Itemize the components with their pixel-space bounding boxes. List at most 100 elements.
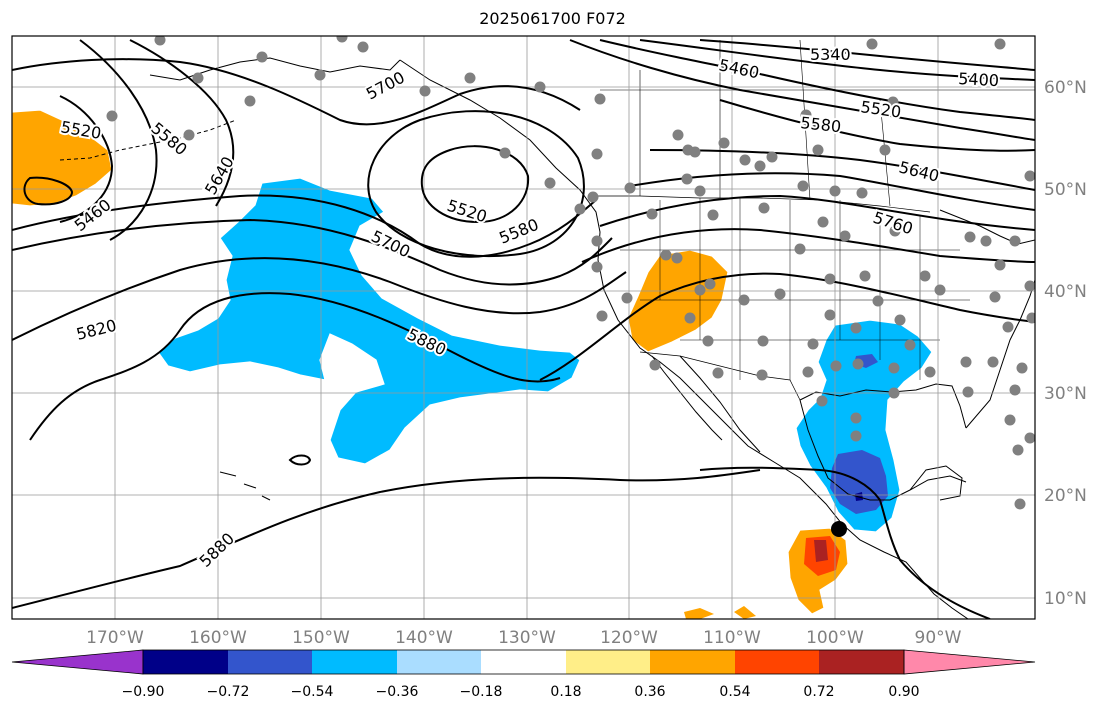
colorbar-segment [143, 650, 228, 674]
station-marker [1026, 312, 1035, 324]
station-marker [888, 387, 900, 399]
lon-label: 130°W [498, 628, 556, 648]
colorbar-segment [312, 650, 397, 674]
station-marker [591, 148, 603, 160]
us-states [620, 198, 970, 380]
orange-anomaly-south-edge-2 [734, 606, 756, 619]
contour-5700-main [12, 194, 597, 258]
us-east-coast [965, 279, 1035, 429]
station-marker [802, 366, 814, 378]
station-marker [738, 294, 750, 306]
contour-5460-west [23, 176, 74, 206]
contour-5520-north [569, 39, 1035, 141]
station-marker [256, 51, 268, 63]
colorbar-extend-low [11, 649, 144, 675]
station-marker [594, 93, 606, 105]
contour-5640-west [129, 39, 235, 207]
station-marker [702, 335, 714, 347]
colorbar-segment [650, 650, 735, 674]
station-marker [587, 191, 599, 203]
contour-5820-east [581, 228, 1035, 263]
station-marker [718, 137, 730, 149]
map-panel: 5340 5400 5460 5520 5580 5640 5760 5520 … [12, 36, 1035, 619]
colorbar-tick-label: 0.54 [719, 684, 750, 700]
station-marker [106, 110, 118, 122]
station-marker [1024, 280, 1035, 292]
orange-anomaly-south-edge-1 [684, 608, 714, 619]
station-marker [704, 278, 716, 290]
graticule [12, 36, 1035, 619]
colorbar-frame [142, 649, 905, 675]
colorbar-segment [481, 650, 566, 674]
contour-5700-west [12, 58, 581, 126]
station-marker [800, 109, 812, 121]
station-marker [357, 41, 369, 53]
contour-5460 [599, 39, 1035, 121]
stations [106, 36, 1035, 510]
mexico-east-coast [799, 399, 967, 501]
colorbar-tick-label: 0.36 [634, 684, 665, 700]
lat-label: 60°N [1044, 78, 1087, 98]
orange-anomaly-dateline [12, 109, 113, 207]
colorbar-tick-label: −0.90 [122, 684, 165, 700]
station-marker [646, 208, 658, 220]
station-marker [766, 151, 778, 163]
colorbar-segment [735, 650, 819, 674]
station-marker [534, 81, 546, 93]
station-marker [987, 356, 999, 368]
contour-5880-south [12, 469, 761, 609]
colorbar-tick-label: 0.72 [803, 684, 834, 700]
station-marker [866, 38, 878, 50]
contour-5580-west [79, 39, 158, 241]
colorbar-tick-label: −0.36 [376, 684, 419, 700]
station-marker [859, 270, 871, 282]
colorbar-tick-label: −0.72 [207, 684, 250, 700]
station-marker [960, 356, 972, 368]
station-marker [774, 288, 786, 300]
lon-label: 160°W [189, 628, 247, 648]
station-marker [684, 312, 696, 324]
station-marker [887, 96, 899, 108]
station-marker [544, 177, 556, 189]
station-marker [824, 273, 836, 285]
station-marker [499, 147, 511, 159]
station-marker [839, 230, 851, 242]
lon-label: 110°W [703, 628, 761, 648]
contour-5340 [699, 39, 1035, 71]
station-marker [1009, 384, 1021, 396]
station-marker [464, 72, 476, 84]
station-marker [850, 430, 862, 442]
lon-label: 100°W [806, 628, 864, 648]
height-contours [12, 39, 1035, 619]
station-marker [1012, 444, 1024, 456]
station-marker [830, 360, 842, 372]
station-marker [1004, 414, 1016, 426]
station-marker [681, 173, 693, 185]
blue-anomaly-pacific [157, 177, 581, 465]
station-marker [817, 216, 829, 228]
colorbar-tick-label: −0.18 [460, 684, 503, 700]
contour-label: 5400 [958, 69, 1000, 90]
station-marker [816, 395, 828, 407]
lon-label: 140°W [395, 628, 453, 648]
lon-label: 150°W [292, 628, 350, 648]
contour-5520-west [59, 95, 114, 223]
contour-5820-main [12, 257, 627, 341]
station-marker [812, 144, 824, 156]
lat-label: 20°N [1044, 486, 1087, 506]
station-marker [856, 187, 868, 199]
station-marker [879, 144, 891, 156]
station-marker [962, 386, 974, 398]
station-marker [671, 252, 683, 264]
station-marker [649, 359, 661, 371]
station-marker [1014, 498, 1026, 510]
colorbar-segment [228, 650, 312, 674]
station-marker [689, 146, 701, 158]
colorbar-segment [819, 650, 904, 674]
great-lakes-outline [939, 209, 1035, 245]
storm-center-marker [831, 521, 847, 537]
lat-label: 50°N [1044, 180, 1087, 200]
contour-5880-small-ring [288, 454, 312, 466]
station-marker [419, 85, 431, 97]
